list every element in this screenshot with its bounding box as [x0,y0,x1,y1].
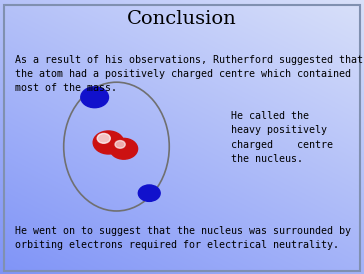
Circle shape [138,185,160,201]
Circle shape [115,141,125,148]
Text: He went on to suggest that the nucleus was surrounded by
orbiting electrons requ: He went on to suggest that the nucleus w… [15,226,351,250]
Text: He called the
heavy positively
charged    centre
the nucleus.: He called the heavy positively charged c… [231,111,333,164]
Circle shape [97,133,110,143]
Text: As a result of his observations, Rutherford suggested that
the atom had a positi: As a result of his observations, Rutherf… [15,55,363,93]
Circle shape [81,87,108,108]
Text: Conclusion: Conclusion [127,10,237,28]
Circle shape [110,138,138,159]
Circle shape [93,131,124,154]
